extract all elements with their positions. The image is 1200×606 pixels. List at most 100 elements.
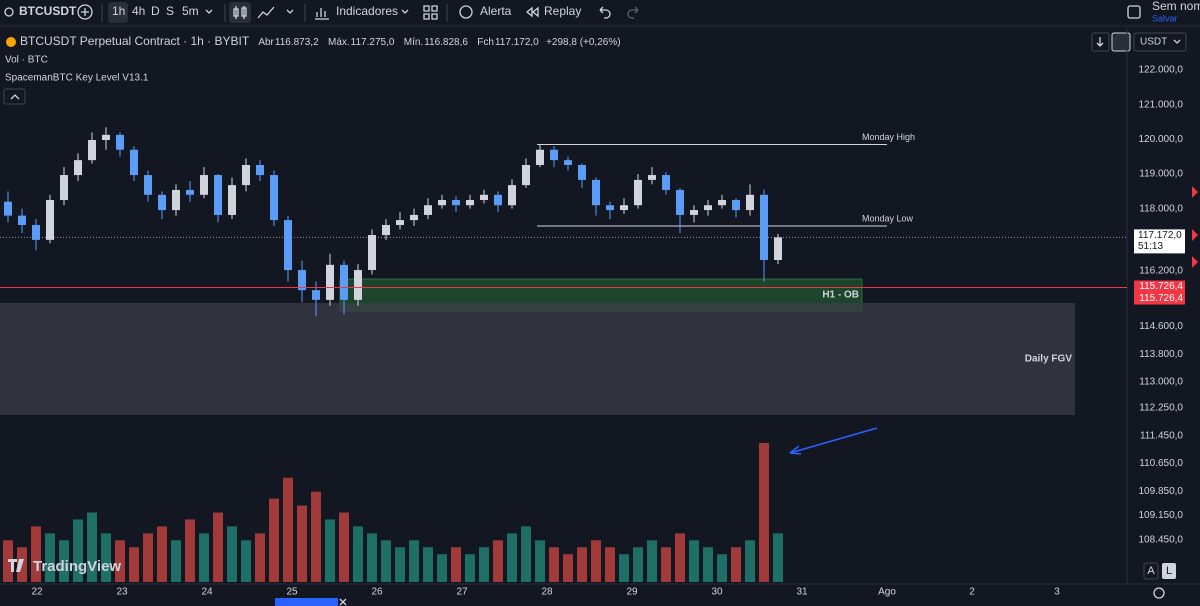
legend-close-label: Fch: [477, 37, 494, 48]
candle-body: [368, 235, 376, 271]
legend-close: 117.172,0: [495, 37, 539, 48]
layout-name[interactable]: Sem nome: [1152, 0, 1200, 13]
interval[interactable]: 1h: [112, 4, 125, 18]
layout-icon[interactable]: [1127, 5, 1141, 19]
volume-bar: [269, 498, 279, 582]
legend-high: 117.275,0: [351, 37, 395, 48]
volume-bar: [227, 526, 237, 582]
level-label: Monday Low: [862, 213, 914, 223]
y-tick-label: 120.000,0: [1139, 134, 1184, 145]
candle-body: [508, 185, 516, 206]
candle-body: [186, 189, 194, 195]
candle-body: [270, 175, 278, 221]
redo-icon[interactable]: [627, 6, 639, 19]
candle-body: [760, 194, 768, 260]
indicators-button[interactable]: Indicadores: [336, 4, 398, 18]
indicators-icon[interactable]: [315, 8, 329, 20]
interval[interactable]: D: [151, 4, 160, 18]
legend-open: 116.873,2: [275, 37, 319, 48]
scroll-button[interactable]: [1091, 32, 1110, 52]
save-button[interactable]: Salvar: [1152, 13, 1178, 23]
interval[interactable]: 4h: [132, 4, 145, 18]
candle-body: [312, 290, 320, 300]
candle-body: [18, 215, 26, 225]
candle-body: [690, 210, 698, 215]
volume-bar: [409, 540, 419, 582]
x-tick-label: 23: [116, 587, 128, 598]
candle-body: [228, 185, 236, 215]
line-tool-icon[interactable]: [257, 6, 275, 19]
alert-label: 115.726,4: [1139, 293, 1183, 304]
price-axis-bg: [1127, 54, 1188, 584]
candle-body: [116, 134, 124, 150]
volume-bar: [73, 519, 83, 582]
candles-icon[interactable]: [233, 6, 247, 19]
undo-icon[interactable]: [599, 6, 611, 19]
x-tick-label: 24: [201, 587, 213, 598]
volume-bar: [31, 526, 41, 582]
volume-bar: [619, 554, 629, 582]
collapse-button[interactable]: [3, 88, 26, 105]
replay-icon[interactable]: [525, 6, 539, 18]
chevron[interactable]: [286, 9, 294, 14]
candle-body: [620, 205, 628, 211]
volume-bar: [101, 533, 111, 582]
volume-bar: [549, 547, 559, 582]
chevron[interactable]: [205, 9, 213, 14]
alert-icon[interactable]: [459, 5, 473, 19]
logo: TradingView: [33, 558, 121, 575]
y-tick-label: 114.600,0: [1139, 321, 1183, 332]
symbol-icon[interactable]: [4, 7, 14, 17]
templates-icon[interactable]: [423, 5, 438, 20]
legend-change: +298,8 (+0,26%): [546, 37, 621, 48]
volume-bar: [157, 526, 167, 582]
legend-low: 116.828,6: [424, 37, 468, 48]
x-tick-label: 28: [541, 587, 553, 598]
alert-label-bg: [1134, 292, 1185, 305]
replay-button[interactable]: Replay: [544, 4, 581, 18]
volume-bar: [703, 547, 713, 582]
y-tick-label: 109.150,0: [1139, 510, 1184, 521]
volume-legend: Vol · BTC: [5, 55, 48, 66]
alert-label-bg: [1134, 280, 1185, 293]
volume-bar: [521, 526, 531, 582]
legend-line: BTCUSDT Perpetual Contract · 1h · BYBIT …: [20, 34, 621, 48]
candle-body: [200, 175, 208, 195]
candle-body: [284, 220, 292, 271]
y-tick-label: 110.650,0: [1139, 458, 1183, 469]
volume-bar: [339, 512, 349, 582]
toolbar: BTCUSDT 1h 4h D S 5m Indicadores Alerta …: [0, 0, 1200, 27]
time-settings[interactable]: [1153, 587, 1165, 599]
candle-body: [550, 149, 558, 161]
candle-body: [746, 194, 754, 211]
settings-button[interactable]: [1111, 32, 1131, 52]
currency-select[interactable]: [1133, 32, 1187, 52]
volume-bar: [367, 533, 377, 582]
candle-body: [130, 149, 138, 176]
volume-bar: [605, 547, 615, 582]
candle-body: [74, 160, 82, 176]
interval[interactable]: 5m: [182, 4, 199, 18]
y-tick-label: 108.450,0: [1139, 534, 1184, 545]
candle-body: [88, 140, 96, 161]
volume-bar: [241, 540, 251, 582]
candle-body: [704, 205, 712, 211]
plus-icon: [81, 8, 89, 16]
interval[interactable]: S: [166, 4, 174, 18]
auto-scale-button[interactable]: [1143, 562, 1159, 580]
candle-body: [158, 194, 166, 211]
log-scale-button[interactable]: [1162, 563, 1176, 579]
currency: USDT: [1140, 37, 1167, 48]
candle-body: [648, 175, 656, 180]
y-tick-label: 113.800,0: [1139, 349, 1183, 360]
candle-body: [536, 149, 544, 165]
volume-bar: [451, 547, 461, 582]
candle-body: [32, 224, 40, 240]
y-tick-label: 118.000,0: [1139, 203, 1183, 214]
compare-button[interactable]: [77, 4, 93, 20]
alert-button[interactable]: Alerta: [480, 4, 512, 18]
chevron[interactable]: [401, 9, 409, 14]
scroll-handle[interactable]: [275, 598, 338, 606]
close-icon[interactable]: [339, 598, 347, 606]
symbol[interactable]: BTCUSDT: [19, 4, 77, 18]
